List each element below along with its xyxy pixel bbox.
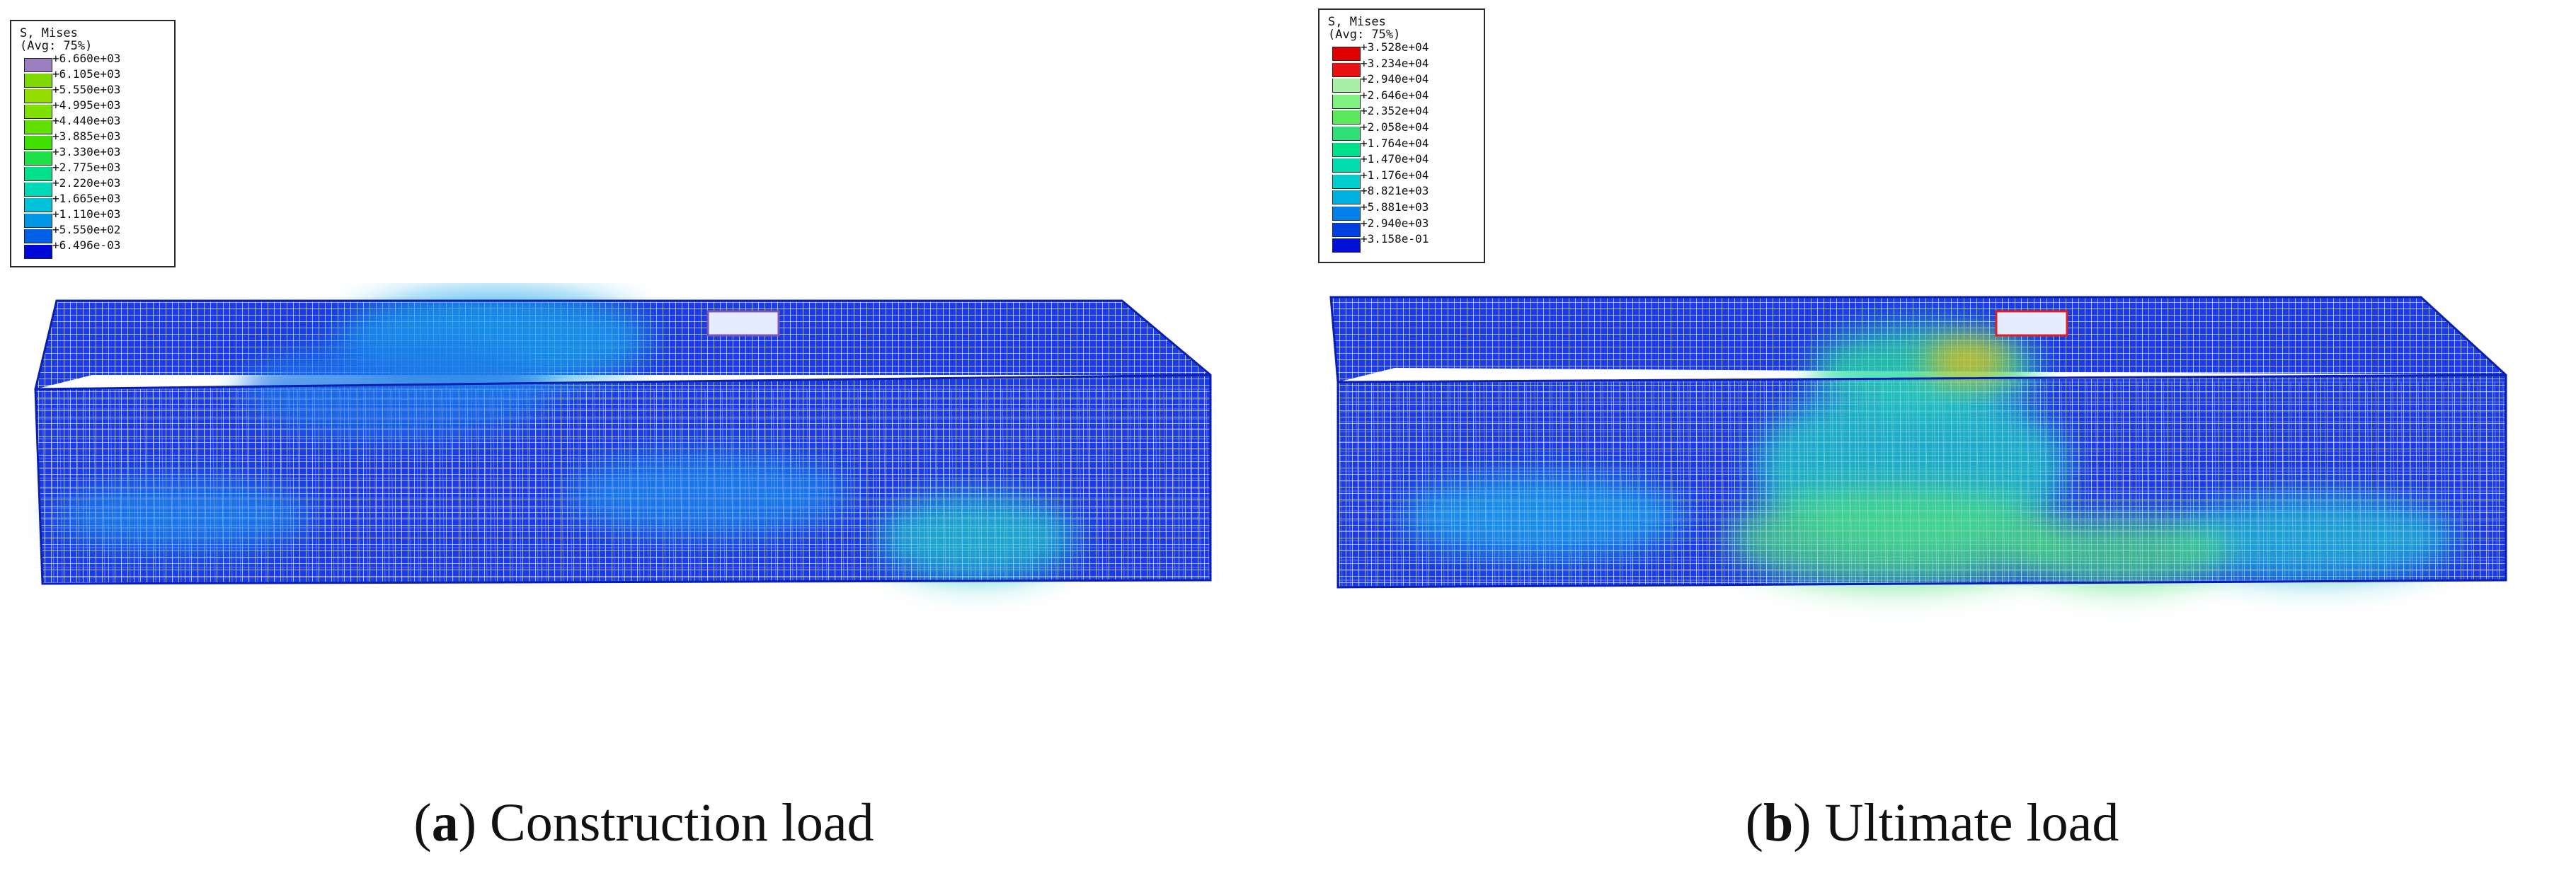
legend-value: +1.470e+04: [1361, 152, 1429, 166]
legend-swatch: [1332, 110, 1361, 125]
stress-legend: S, Mises (Avg: 75%) +3.528e+04 +3.234e+04…: [1318, 8, 1485, 263]
legend-swatch: [1332, 207, 1361, 221]
legend-swatch: [24, 229, 52, 243]
legend-swatch: [1332, 190, 1361, 205]
legend-swatch: [24, 74, 52, 88]
legend-value: +1.176e+04: [1361, 168, 1429, 182]
panel-ultimate-load: S, Mises (Avg: 75%) +3.528e+04 +3.234e+04…: [1288, 0, 2576, 883]
legend-value: +2.352e+04: [1361, 104, 1429, 118]
legend-swatch: [1332, 158, 1361, 173]
legend-swatch: [1332, 127, 1361, 141]
legend-swatch: [24, 183, 52, 197]
legend-swatch: [1332, 47, 1361, 61]
legend-value: +2.058e+04: [1361, 120, 1429, 134]
stress-hotspot: [1402, 474, 1685, 559]
legend-swatch: [24, 245, 52, 259]
legend-swatch: [24, 105, 52, 119]
caption-letter: b: [1763, 793, 1794, 853]
panel-construction-load: S, Mises (Avg: 75%) +6.660e+03 +6.105e+03…: [10, 20, 1218, 853]
legend-value: +3.330e+03: [52, 145, 121, 158]
legend-value: +2.220e+03: [52, 176, 121, 190]
stress-hotspot: [241, 340, 552, 439]
model-outline: [1329, 296, 2507, 589]
legend-swatch: [24, 151, 52, 166]
legend-subtitle: (Avg: 75%): [20, 39, 93, 53]
legend-value: +1.665e+03: [52, 192, 121, 205]
legend-value: +1.110e+03: [52, 207, 121, 221]
caption-text: Construction load: [490, 793, 874, 853]
legend-swatch: [1332, 238, 1361, 253]
legend-value: +3.528e+04: [1361, 40, 1429, 54]
stress-hotspot: [1727, 488, 2067, 587]
legend-subtitle: (Avg: 75%): [1328, 28, 1401, 42]
legend-value: +4.995e+03: [52, 98, 121, 112]
legend-value: +6.105e+03: [52, 67, 121, 81]
top-opening: [706, 310, 780, 337]
legend-value: +6.496e-03: [52, 238, 121, 252]
top-opening: [1995, 310, 2068, 337]
legend-title: S, Mises: [1328, 15, 1386, 29]
stress-contour-model: [34, 290, 1218, 585]
legend-value: +4.440e+03: [52, 114, 121, 127]
legend-value: +5.550e+02: [52, 223, 121, 236]
mesh-overlay: [1330, 381, 2507, 588]
mesh-overlay: [35, 388, 1218, 584]
panel-caption: (a) Construction load: [413, 793, 874, 853]
legend-value: +1.764e+04: [1361, 136, 1429, 150]
legend-swatch: [24, 214, 52, 228]
legend-swatch: [1332, 62, 1361, 77]
legend-value: +3.158e-01: [1361, 232, 1429, 246]
stress-legend: S, Mises (Avg: 75%) +6.660e+03 +6.105e+03…: [10, 20, 176, 267]
legend-swatch: [1332, 174, 1361, 189]
legend-value: +5.550e+03: [52, 83, 121, 96]
model-outline: [34, 299, 1212, 585]
legend-swatch: [24, 120, 52, 134]
legend-swatch: [24, 89, 52, 103]
legend-value: +3.234e+04: [1361, 56, 1429, 70]
legend-swatch: [24, 198, 52, 212]
stress-hotspot: [2017, 516, 2230, 587]
stress-hotspot: [2173, 495, 2456, 580]
legend-swatch: [24, 167, 52, 181]
legend-swatch: [1332, 222, 1361, 237]
legend-value: +2.775e+03: [52, 161, 121, 174]
legend-value: +5.881e+03: [1361, 200, 1429, 214]
stress-hotspot: [1925, 340, 2010, 382]
legend-value: +2.940e+04: [1361, 72, 1429, 86]
caption-letter: a: [431, 793, 459, 853]
caption-text: Ultimate load: [1824, 793, 2119, 853]
legend-value: +8.821e+03: [1361, 184, 1429, 198]
legend-swatch: [24, 58, 52, 72]
stress-hotspot: [878, 495, 1076, 580]
legend-value: +3.885e+03: [52, 129, 121, 143]
legend-swatch: [1332, 79, 1361, 93]
panel-caption: (b) Ultimate load: [1745, 793, 2119, 853]
legend-value: +2.646e+04: [1361, 88, 1429, 102]
legend-swatch: [24, 136, 52, 150]
stress-hotspot: [566, 453, 849, 538]
legend-swatch: [1332, 142, 1361, 157]
legend-swatch: [1332, 94, 1361, 109]
legend-value: +6.660e+03: [52, 52, 121, 65]
legend-value: +2.940e+03: [1361, 216, 1429, 230]
stress-contour-model: [1329, 296, 2507, 589]
stress-hotspot: [57, 481, 311, 552]
legend-title: S, Mises: [20, 26, 78, 40]
